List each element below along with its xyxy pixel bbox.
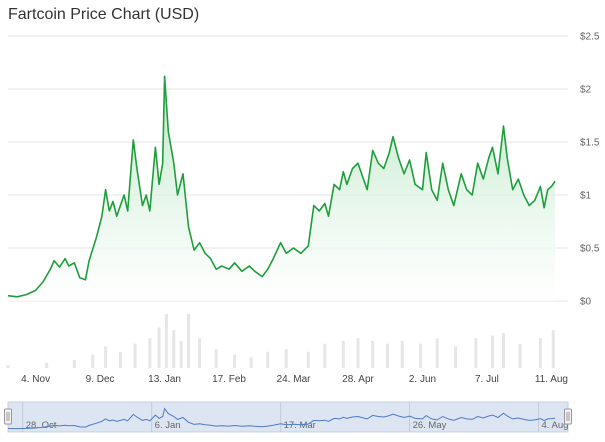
x-tick-label: 24. Mar bbox=[277, 374, 312, 385]
price-area-fill bbox=[8, 76, 556, 301]
volume-bar bbox=[214, 349, 218, 368]
x-tick-label: 7. Jul bbox=[475, 374, 499, 385]
volume-bar bbox=[266, 351, 270, 368]
y-tick-label: $1 bbox=[580, 191, 592, 202]
volume-bar bbox=[6, 365, 10, 368]
x-tick-label: 9. Dec bbox=[86, 374, 115, 385]
volume-bar bbox=[198, 338, 202, 368]
navigator-tick-label: 4. Aug bbox=[542, 420, 569, 431]
volume-bar bbox=[148, 338, 152, 368]
x-tick-label: 2. Jun bbox=[409, 374, 436, 385]
volume-bar bbox=[91, 354, 95, 368]
volume-bar bbox=[502, 332, 506, 368]
navigator-tick-label: 28. Oct bbox=[26, 420, 57, 431]
volume-bar bbox=[284, 349, 288, 368]
volume-bar bbox=[118, 351, 122, 368]
y-tick-label: $1.5 bbox=[580, 138, 600, 149]
volume-bar bbox=[435, 338, 439, 368]
x-tick-label: 17. Feb bbox=[212, 374, 246, 385]
navigator-tick-label: 17. Mar bbox=[284, 420, 316, 431]
volume-bar bbox=[419, 343, 423, 368]
volume-bars bbox=[6, 314, 555, 368]
volume-bar bbox=[490, 335, 494, 368]
volume-bar bbox=[179, 341, 183, 368]
y-tick-label: $2 bbox=[580, 85, 592, 96]
navigator-line bbox=[7, 407, 556, 430]
volume-bar bbox=[133, 343, 137, 368]
volume-bar bbox=[474, 338, 478, 368]
volume-bar bbox=[400, 341, 404, 368]
y-tick-label: $0.5 bbox=[580, 244, 600, 255]
volume-bar bbox=[551, 330, 555, 368]
navigator-tick-label: 6. Jan bbox=[155, 420, 181, 431]
x-axis: 4. Nov 9. Dec 13. Jan 17. Feb 24. Mar 28. Apr… bbox=[21, 374, 568, 385]
chart-title: Fartcoin Price Chart (USD) bbox=[8, 6, 200, 23]
x-tick-label: 13. Jan bbox=[148, 374, 181, 385]
volume-bar bbox=[187, 314, 191, 368]
volume-bar bbox=[323, 343, 327, 368]
volume-bar bbox=[306, 351, 310, 368]
y-axis: $0 $0.5 $1 $1.5 $2 $2.5 bbox=[580, 32, 600, 308]
volume-bar bbox=[385, 343, 389, 368]
volume-bar bbox=[164, 314, 168, 368]
x-tick-label: 4. Nov bbox=[21, 374, 50, 385]
price-line-layer bbox=[7, 75, 556, 298]
volume-bar bbox=[72, 359, 76, 368]
price-line bbox=[7, 75, 556, 298]
price-area bbox=[8, 76, 556, 301]
navigator-left-handle[interactable] bbox=[4, 408, 12, 425]
volume-bar bbox=[341, 341, 345, 368]
x-tick-label: 28. Apr bbox=[342, 374, 374, 385]
volume-bar bbox=[233, 354, 237, 368]
volume-bar bbox=[157, 327, 161, 368]
volume-bar bbox=[172, 330, 176, 368]
y-tick-label: $0 bbox=[580, 297, 592, 308]
volume-bar bbox=[538, 338, 542, 368]
volume-bar bbox=[454, 346, 458, 368]
navigator-right-handle[interactable] bbox=[564, 408, 572, 425]
navigator-tick-label: 26. May bbox=[413, 420, 447, 431]
volume-bar bbox=[104, 346, 108, 368]
volume-bar bbox=[249, 357, 253, 368]
volume-bar bbox=[356, 338, 360, 368]
volume-bar bbox=[371, 341, 375, 368]
range-navigator[interactable]: 28. Oct 6. Jan 17. Mar 26. May 4. Aug bbox=[4, 401, 572, 433]
volume-bar bbox=[45, 362, 49, 368]
volume-bar bbox=[518, 343, 522, 368]
x-tick-label: 11. Aug bbox=[535, 374, 568, 385]
y-tick-label: $2.5 bbox=[580, 32, 600, 43]
